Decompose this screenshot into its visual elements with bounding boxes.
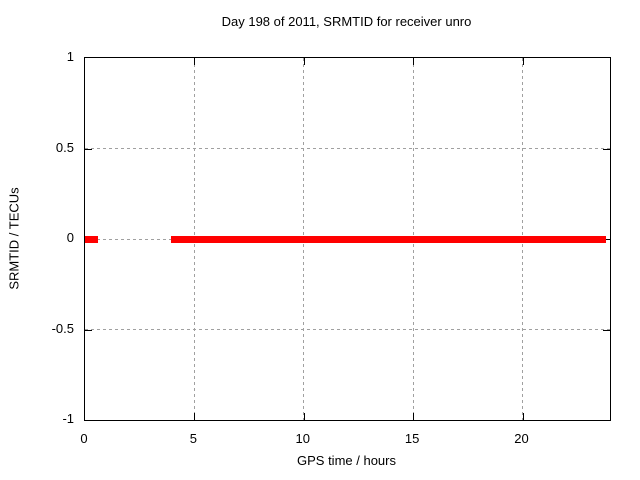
x-tick-mark [303,413,305,420]
y-tick-label: -0.5 [51,320,74,336]
gridline-horizontal [85,148,610,149]
x-tick-mark [522,58,524,65]
x-tick-mark [194,413,196,420]
gridline-horizontal [85,329,610,330]
x-tick-label: 15 [404,431,420,446]
series-segment [85,235,99,243]
y-tick-mark [603,148,610,150]
x-tick-label: 10 [295,431,310,446]
y-tick-label: 0.5 [55,139,74,155]
y-tick-label: -1 [62,411,74,426]
y-tick-mark [85,148,92,150]
series-segment [170,235,607,243]
x-tick-label: 20 [514,431,529,446]
chart-title: Day 198 of 2011, SRMTID for receiver unr… [221,14,472,29]
y-tick-label: 1 [66,49,74,64]
x-tick-mark [522,413,524,420]
x-tick-mark [194,58,196,65]
y-tick-mark [603,239,610,240]
y-tick-label: 0 [66,230,74,245]
x-tick-label: 0 [80,431,88,446]
plot-area [84,57,611,421]
x-axis-label: GPS time / hours [297,453,396,468]
x-tick-mark [303,58,305,65]
x-tick-mark [413,413,415,420]
x-tick-label: 5 [189,431,197,446]
x-tick-mark [413,58,415,65]
y-tick-mark [85,329,92,331]
y-tick-mark [603,329,610,331]
